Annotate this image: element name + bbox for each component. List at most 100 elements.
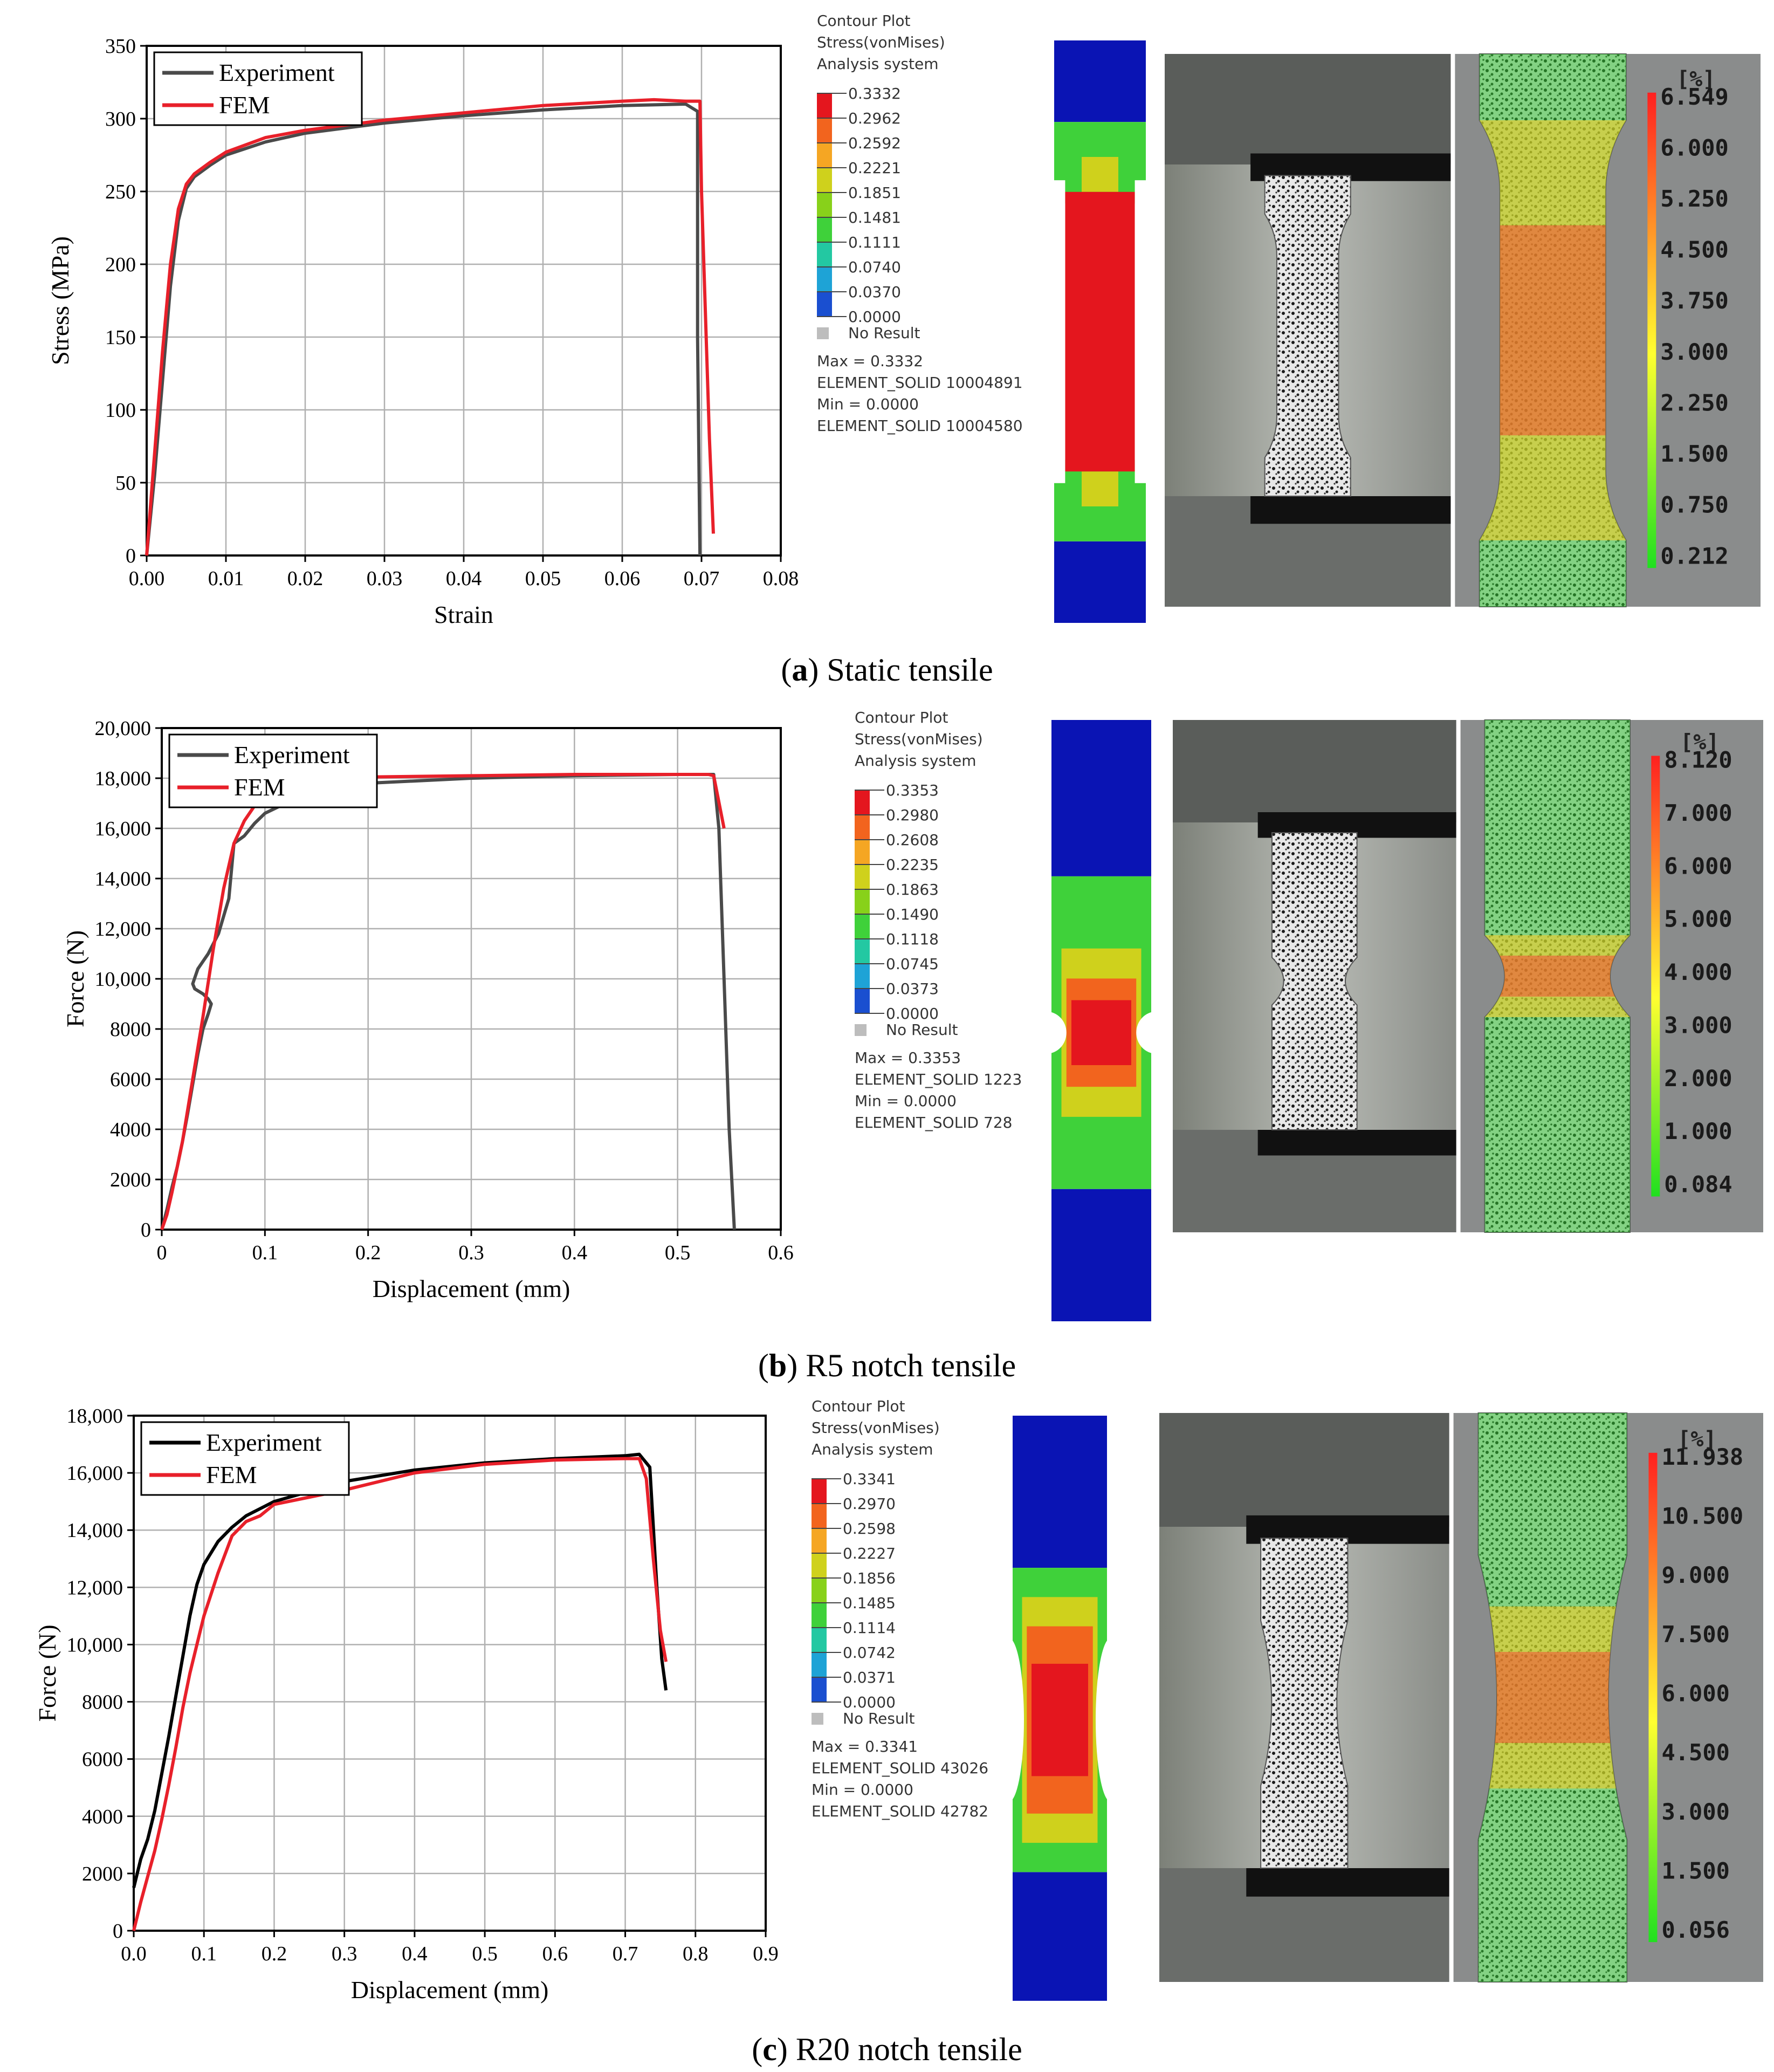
dic-scale-value: 0.750 bbox=[1660, 492, 1728, 518]
legend-label: Experiment bbox=[219, 59, 335, 86]
dic-scale-value: 4.500 bbox=[1661, 1739, 1729, 1766]
caption-letter: b bbox=[769, 1348, 787, 1383]
legend-label: FEM bbox=[219, 91, 270, 119]
contour-title: Contour Plot bbox=[812, 1397, 905, 1415]
contour-extreme: ELEMENT_SOLID 10004891 bbox=[817, 374, 1023, 392]
series-line-experiment bbox=[145, 102, 702, 556]
dic-scale-value: 6.000 bbox=[1660, 134, 1728, 161]
contour-value: 0.3332 bbox=[848, 85, 901, 102]
dic-strain-peak bbox=[1478, 1652, 1627, 1743]
legend-label: Experiment bbox=[206, 1429, 322, 1456]
notch-left bbox=[1026, 1011, 1067, 1054]
dic-strain-band bbox=[1484, 935, 1630, 1017]
dic-scale-bar bbox=[1647, 92, 1656, 568]
specimen-gauge bbox=[1065, 191, 1135, 472]
contour-color-band bbox=[817, 93, 832, 118]
x-tick-label: 0.1 bbox=[252, 1241, 278, 1264]
y-tick-label: 4000 bbox=[110, 1119, 151, 1141]
contour-color-band bbox=[817, 292, 832, 317]
y-tick-label: 8000 bbox=[82, 1691, 123, 1714]
y-tick-label: 2000 bbox=[82, 1863, 123, 1885]
upper-grip bbox=[1165, 54, 1451, 164]
dic-strain-peak bbox=[1484, 956, 1630, 997]
x-tick-label: 0.2 bbox=[355, 1241, 381, 1264]
series-line-fem bbox=[132, 1457, 668, 1931]
y-tick-label: 18,000 bbox=[95, 767, 152, 790]
dic-strain-band bbox=[1479, 120, 1626, 540]
speckle-coupon bbox=[1271, 832, 1358, 1130]
speckle-coupon bbox=[1264, 175, 1351, 497]
legend-box bbox=[168, 733, 378, 808]
dic-photo-r5: [%]8.120 7.000 6.000 5.000 4.000 3.000 2.000 1.… bbox=[1173, 719, 1763, 1233]
x-tick-label: 0.6 bbox=[768, 1241, 794, 1264]
contour-color-band bbox=[817, 193, 832, 217]
dic-scale-bar bbox=[1651, 756, 1660, 1197]
upper-grip bbox=[1159, 1413, 1449, 1527]
y-tick-label: 4000 bbox=[82, 1806, 123, 1828]
dic-scale-value: 6.000 bbox=[1664, 853, 1732, 879]
contour-extreme: ELEMENT_SOLID 1223 bbox=[855, 1071, 1022, 1088]
dic-scale-value: 4.000 bbox=[1664, 959, 1732, 985]
y-tick-label: 0 bbox=[141, 1219, 151, 1241]
dic-scale-value: 3.000 bbox=[1660, 339, 1728, 365]
y-tick-label: 18,000 bbox=[67, 1405, 123, 1428]
caption-open: ( bbox=[781, 652, 792, 688]
panel-caption: (b) R5 notch tensile bbox=[758, 1348, 1016, 1383]
caption-open: ( bbox=[752, 2032, 762, 2067]
x-tick-label: 0.05 bbox=[525, 567, 561, 590]
y-tick-label: 12,000 bbox=[95, 918, 152, 941]
dic-scale-value: 5.000 bbox=[1664, 906, 1732, 932]
contour-system: Analysis system bbox=[812, 1440, 933, 1458]
y-tick-label: 16,000 bbox=[95, 818, 152, 840]
contour-extreme: Max = 0.3341 bbox=[812, 1738, 918, 1755]
x-tick-label: 0.04 bbox=[446, 567, 482, 590]
specimen-hotspot bbox=[1032, 1664, 1088, 1776]
contour-color-band bbox=[855, 865, 870, 889]
dic-scale-value: 6.549 bbox=[1660, 84, 1728, 110]
contour-color-band bbox=[812, 1504, 827, 1528]
contour-value: 0.2592 bbox=[848, 134, 901, 152]
contour-extreme: ELEMENT_SOLID 43026 bbox=[812, 1759, 988, 1777]
contour-legend-static: Contour Plot Stress(vonMises) Analysis sys… bbox=[817, 12, 1023, 435]
contour-subtitle: Stress(vonMises) bbox=[855, 730, 983, 748]
caption-text: ) Static tensile bbox=[808, 652, 993, 688]
dic-scale-unit: [%] bbox=[1677, 1427, 1716, 1452]
dic-scale-value: 1.500 bbox=[1661, 1857, 1729, 1884]
y-tick-label: 10,000 bbox=[67, 1634, 123, 1656]
y-axis-label: Force (N) bbox=[61, 930, 89, 1027]
legend-box bbox=[153, 51, 363, 126]
contour-value: 0.1490 bbox=[886, 905, 939, 923]
dic-scale-value: 1.000 bbox=[1664, 1118, 1732, 1144]
x-tick-label: 0.7 bbox=[613, 1943, 638, 1965]
contour-color-band bbox=[812, 1603, 827, 1628]
dic-scale-value: 3.000 bbox=[1661, 1799, 1729, 1825]
dic-scale-bar bbox=[1648, 1452, 1658, 1943]
x-tick-label: 0.2 bbox=[262, 1943, 287, 1965]
y-tick-label: 50 bbox=[115, 472, 136, 495]
y-tick-label: 14,000 bbox=[67, 1519, 123, 1542]
dic-scale-value: 8.120 bbox=[1664, 747, 1732, 773]
contour-value: 0.1485 bbox=[843, 1594, 896, 1612]
x-tick-label: 0.1 bbox=[191, 1943, 217, 1965]
series-line-experiment bbox=[132, 1452, 668, 1889]
contour-color-band bbox=[855, 790, 870, 815]
x-tick-label: 0.0 bbox=[121, 1943, 147, 1965]
contour-color-band bbox=[855, 914, 870, 939]
panel-r20-notch: 0.0 0.1 0.2 0.3 0.4 0.5 0.6 0.7 0.8 0.9 0 2000 4000 6… bbox=[33, 1397, 1763, 2067]
contour-color-band bbox=[812, 1528, 827, 1553]
x-tick-label: 0.03 bbox=[367, 567, 403, 590]
y-tick-label: 14,000 bbox=[95, 868, 152, 890]
x-axis-label: Displacement (mm) bbox=[351, 1976, 549, 2004]
contour-color-band bbox=[817, 267, 832, 292]
y-tick-label: 10,000 bbox=[95, 968, 152, 991]
contour-title: Contour Plot bbox=[855, 709, 948, 726]
x-tick-label: 0.9 bbox=[753, 1943, 779, 1965]
contour-value: 0.2980 bbox=[886, 806, 939, 824]
contour-value: 0.2598 bbox=[843, 1520, 896, 1538]
dic-photo-r20: [%]11.938 10.500 9.000 7.500 6.000 4.500 3.000… bbox=[1159, 1412, 1763, 1982]
contour-extreme: ELEMENT_SOLID 10004580 bbox=[817, 417, 1023, 435]
contour-value: 0.1118 bbox=[886, 930, 939, 948]
contour-value: 0.1851 bbox=[848, 184, 901, 202]
notch-right bbox=[1136, 1011, 1177, 1054]
dic-scale-value: 7.000 bbox=[1664, 800, 1732, 826]
